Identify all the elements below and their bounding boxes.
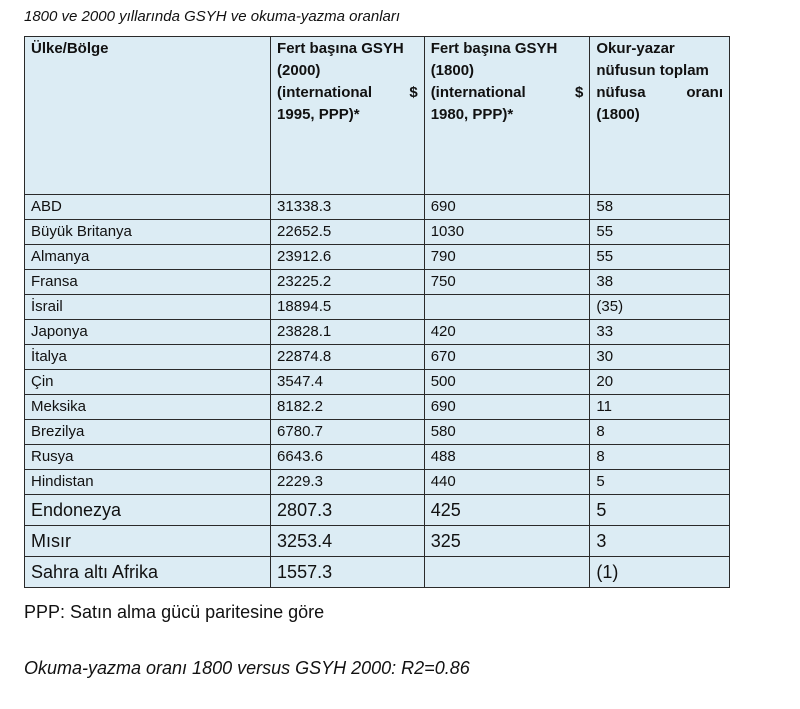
- table-row: Japonya 23828.1 420 33: [23, 319, 730, 345]
- cell-gdp-1800: 420: [423, 319, 591, 345]
- table-row: Sahra altı Afrika 1557.3 (1): [23, 556, 730, 588]
- cell-gdp-2000: 8182.2: [270, 394, 425, 420]
- cell-literacy: 11: [589, 394, 730, 420]
- header-literacy-line-3: nüfusa oranı: [596, 84, 723, 101]
- cell-literacy: 30: [589, 344, 730, 370]
- cell-literacy: 38: [589, 269, 730, 295]
- cell-region: Rusya: [23, 444, 272, 470]
- cell-region: Çin: [23, 369, 272, 395]
- table-row: Endonezya 2807.3 425 5: [23, 494, 730, 526]
- gdp-literacy-table: Ülke/Bölge Fert başına GSYH (2000) (inte…: [23, 36, 730, 588]
- cell-literacy: 58: [589, 194, 730, 220]
- table-row: Çin 3547.4 500 20: [23, 369, 730, 395]
- cell-literacy: 5: [589, 494, 730, 526]
- cell-gdp-2000: 6780.7: [270, 419, 425, 445]
- header-literacy-line-1: Okur-yazar: [596, 40, 675, 57]
- header-literacy-line-2: nüfusun toplam: [596, 62, 709, 79]
- cell-gdp-2000: 3253.4: [270, 525, 425, 557]
- table-row: Meksika 8182.2 690 11: [23, 394, 730, 420]
- cell-region: Hindistan: [23, 469, 272, 495]
- table-row: Büyük Britanya 22652.5 1030 55: [23, 219, 730, 245]
- cell-literacy: (35): [589, 294, 730, 320]
- cell-literacy: 3: [589, 525, 730, 557]
- header-literacy-line-4: (1800): [596, 106, 640, 123]
- cell-gdp-2000: 23225.2: [270, 269, 425, 295]
- table-row: Fransa 23225.2 750 38: [23, 269, 730, 295]
- cell-region: Sahra altı Afrika: [23, 556, 272, 588]
- header-literacy: Okur-yazar nüfusun toplam nüfusa oranı (…: [589, 36, 730, 195]
- table-row: Mısır 3253.4 325 3: [23, 525, 730, 557]
- cell-gdp-1800: 1030: [423, 219, 591, 245]
- cell-gdp-1800: 425: [423, 494, 591, 526]
- cell-literacy: 20: [589, 369, 730, 395]
- cell-gdp-2000: 2807.3: [270, 494, 425, 526]
- cell-gdp-2000: 23828.1: [270, 319, 425, 345]
- table-row: Hindistan 2229.3 440 5: [23, 469, 730, 495]
- header-gdp-1800-line-2: (1800): [430, 62, 475, 79]
- cell-gdp-1800: [423, 294, 591, 320]
- cell-region: Almanya: [23, 244, 272, 270]
- table-row: Almanya 23912.6 790 55: [23, 244, 730, 270]
- header-gdp-1800-line-3: (international $: [430, 84, 584, 101]
- table-row: İtalya 22874.8 670 30: [23, 344, 730, 370]
- table-caption: 1800 ve 2000 yıllarında GSYH ve okuma-ya…: [24, 8, 401, 25]
- cell-gdp-2000: 22874.8: [270, 344, 425, 370]
- cell-gdp-2000: 1557.3: [270, 556, 425, 588]
- cell-gdp-1800: 750: [423, 269, 591, 295]
- cell-region: Fransa: [23, 269, 272, 295]
- header-gdp-1800-line-4: 1980, PPP)*: [430, 106, 514, 123]
- cell-gdp-2000: 22652.5: [270, 219, 425, 245]
- correlation-note: Okuma-yazma oranı 1800 versus GSYH 2000:…: [24, 658, 470, 678]
- cell-literacy: (1): [589, 556, 730, 588]
- header-gdp-1800: Fert başına GSYH (1800) (international $…: [423, 36, 591, 195]
- cell-literacy: 5: [589, 469, 730, 495]
- cell-literacy: 8: [589, 419, 730, 445]
- header-region: Ülke/Bölge: [23, 36, 272, 195]
- header-row: Ülke/Bölge Fert başına GSYH (2000) (inte…: [23, 36, 730, 195]
- cell-region: Brezilya: [23, 419, 272, 445]
- cell-gdp-1800: 670: [423, 344, 591, 370]
- cell-gdp-1800: 790: [423, 244, 591, 270]
- cell-gdp-1800: 690: [423, 394, 591, 420]
- cell-literacy: 55: [589, 244, 730, 270]
- cell-gdp-2000: 3547.4: [270, 369, 425, 395]
- cell-gdp-2000: 6643.6: [270, 444, 425, 470]
- table-row: ABD 31338.3 690 58: [23, 194, 730, 220]
- header-gdp-2000-line-2: (2000): [277, 62, 321, 79]
- table-row: Rusya 6643.6 488 8: [23, 444, 730, 470]
- cell-region: İtalya: [23, 344, 272, 370]
- header-gdp-2000-line-1: Fert başına GSYH: [277, 40, 404, 57]
- cell-gdp-1800: [423, 556, 591, 588]
- cell-gdp-2000: 18894.5: [270, 294, 425, 320]
- header-gdp-1800-line-1: Fert başına GSYH: [430, 40, 558, 57]
- cell-literacy: 8: [589, 444, 730, 470]
- header-gdp-2000-line-3: (international $: [277, 84, 418, 101]
- table-row: Brezilya 6780.7 580 8: [23, 419, 730, 445]
- header-gdp-2000: Fert başına GSYH (2000) (international $…: [270, 36, 425, 195]
- cell-gdp-1800: 488: [423, 444, 591, 470]
- cell-gdp-1800: 690: [423, 194, 591, 220]
- cell-literacy: 55: [589, 219, 730, 245]
- cell-gdp-2000: 23912.6: [270, 244, 425, 270]
- ppp-footnote: PPP: Satın alma gücü paritesine göre: [24, 602, 325, 622]
- cell-region: Endonezya: [23, 494, 272, 526]
- cell-region: Japonya: [23, 319, 272, 345]
- cell-gdp-1800: 500: [423, 369, 591, 395]
- header-gdp-2000-line-4: 1995, PPP)*: [277, 106, 360, 123]
- cell-region: ABD: [23, 194, 272, 220]
- cell-region: İsrail: [23, 294, 272, 320]
- cell-gdp-2000: 2229.3: [270, 469, 425, 495]
- cell-gdp-1800: 325: [423, 525, 591, 557]
- cell-gdp-1800: 580: [423, 419, 591, 445]
- cell-literacy: 33: [589, 319, 730, 345]
- cell-gdp-2000: 31338.3: [270, 194, 425, 220]
- table-row: İsrail 18894.5 (35): [23, 294, 730, 320]
- cell-region: Mısır: [23, 525, 272, 557]
- cell-region: Büyük Britanya: [23, 219, 272, 245]
- cell-region: Meksika: [23, 394, 272, 420]
- cell-gdp-1800: 440: [423, 469, 591, 495]
